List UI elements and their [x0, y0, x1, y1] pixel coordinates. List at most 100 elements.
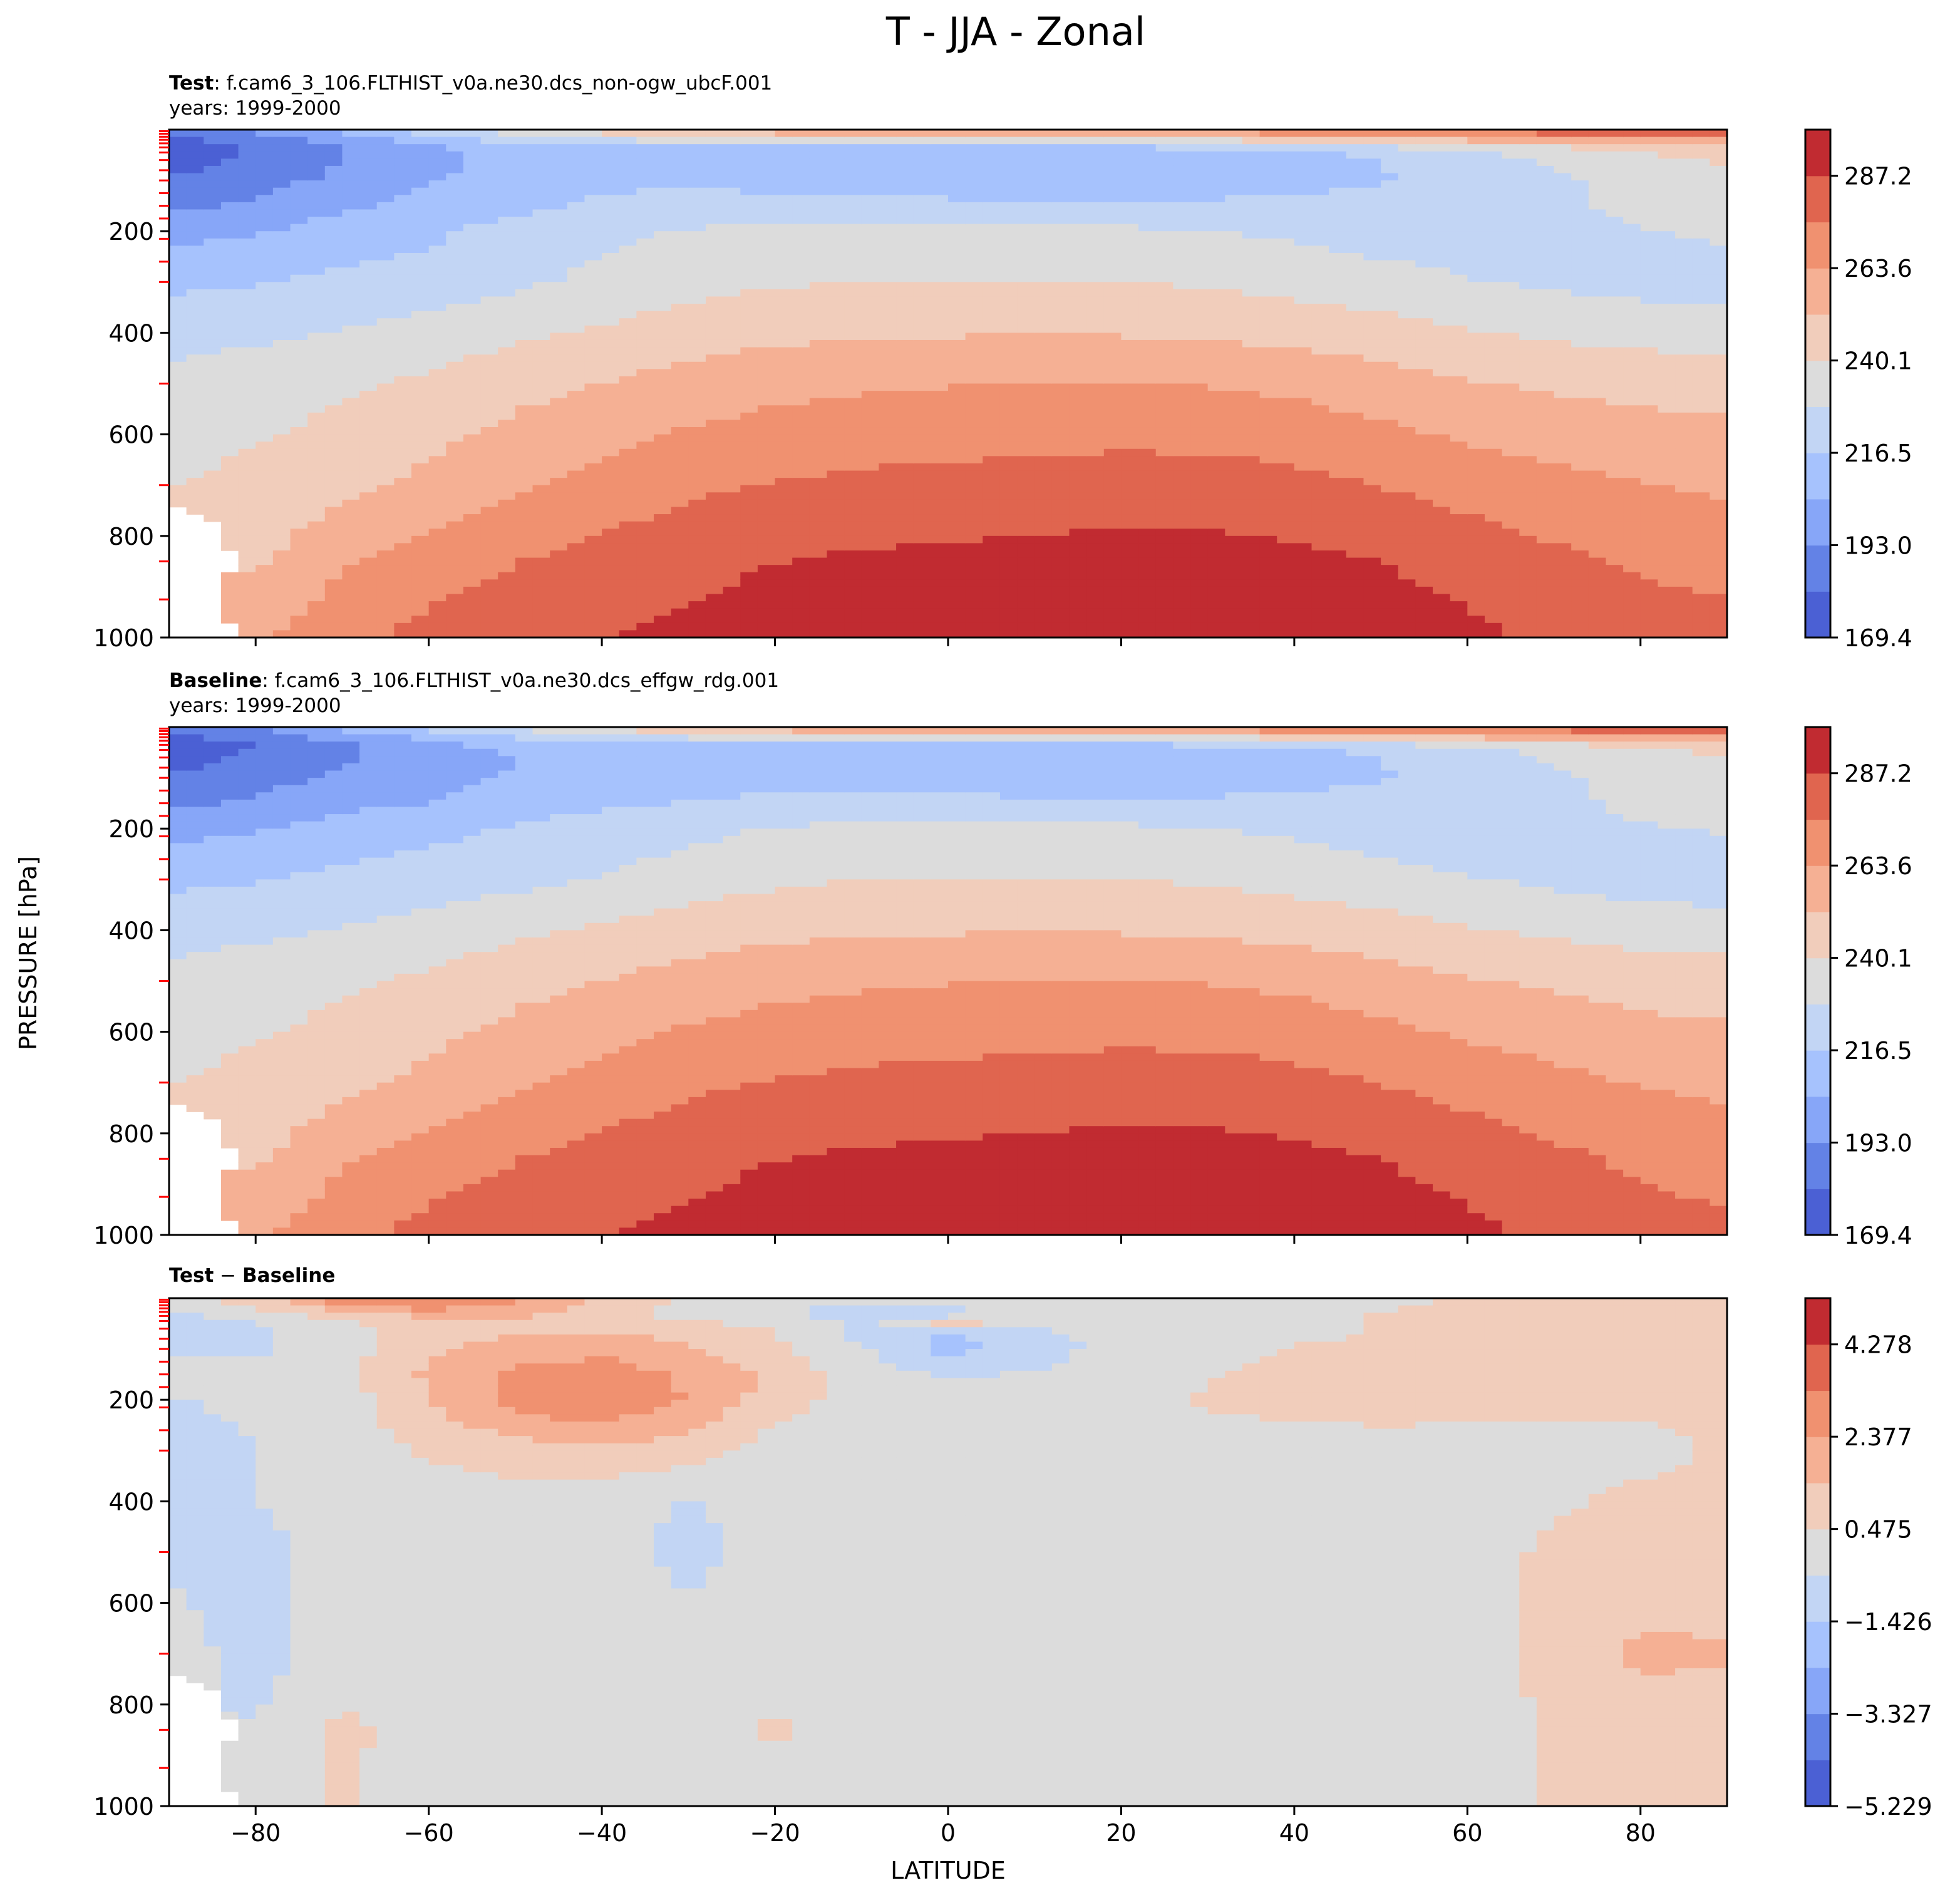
contour-cell [757, 311, 776, 319]
contour-cell [272, 441, 291, 450]
contour-cell [376, 616, 395, 624]
contour-cell [792, 224, 810, 232]
contour-cell [1311, 579, 1329, 587]
contour-cell [879, 304, 897, 312]
contour-cell [290, 217, 308, 225]
contour-cell [480, 478, 499, 486]
contour-cell [1155, 601, 1174, 609]
contour-cell [983, 412, 1001, 421]
contour-cell [1034, 608, 1053, 617]
contour-cell [896, 325, 914, 334]
contour-cell [654, 369, 672, 377]
contour-cell [688, 267, 706, 276]
contour-cell [515, 434, 534, 442]
contour-cell [1034, 173, 1053, 181]
contour-cell [1311, 325, 1329, 334]
contour-cell [1277, 499, 1295, 508]
contour-cell [671, 492, 689, 500]
contour-cell [428, 158, 447, 167]
contour-cell [654, 187, 672, 196]
contour-cell [1398, 361, 1416, 370]
contour-cell [550, 535, 568, 544]
contour-cell [307, 601, 326, 609]
contour-cell [1207, 274, 1226, 283]
contour-cell [290, 260, 308, 268]
contour-cell [879, 376, 897, 385]
contour-cell [999, 224, 1018, 232]
contour-cell [1294, 507, 1313, 515]
contour-cell [688, 492, 706, 500]
contour-cell [1363, 420, 1381, 428]
contour-cell [931, 209, 949, 217]
contour-cell [446, 311, 464, 319]
contour-cell [688, 311, 706, 319]
contour-cell [879, 543, 897, 551]
contour-cell [827, 412, 845, 421]
contour-cell [238, 383, 257, 391]
contour-cell [1277, 383, 1295, 391]
contour-cell [1155, 383, 1174, 391]
contour-cell [498, 289, 516, 297]
contour-cell [913, 304, 932, 312]
contour-cell [1329, 325, 1347, 334]
contour-cell [965, 130, 984, 138]
contour-cell [515, 492, 534, 500]
contour-cell [1017, 339, 1036, 348]
contour-cell [896, 165, 914, 174]
contour-cell [290, 383, 308, 391]
contour-cell [1034, 529, 1053, 537]
contour-cell [272, 347, 291, 355]
contour-cell [723, 144, 741, 152]
contour-cell [204, 260, 222, 268]
contour-cell [999, 405, 1018, 413]
contour-cell [1381, 195, 1399, 203]
contour-cell [186, 282, 205, 290]
contour-cell [1138, 354, 1157, 363]
contour-cell [307, 217, 326, 225]
contour-cell [324, 209, 343, 217]
contour-cell [515, 391, 534, 399]
contour-cell [394, 463, 412, 472]
contour-cell [913, 137, 932, 145]
contour-cell [428, 369, 447, 377]
contour-cell [204, 296, 222, 304]
contour-cell [1086, 333, 1105, 341]
contour-cell [705, 463, 724, 472]
contour-cell [1103, 333, 1122, 341]
contour-cell [1398, 535, 1416, 544]
contour-cell [532, 202, 550, 210]
contour-cell [931, 165, 949, 174]
contour-cell [376, 245, 395, 254]
contour-cell [1381, 470, 1399, 478]
contour-cell [792, 195, 810, 203]
contour-cell [636, 245, 654, 254]
contour-cell [290, 224, 308, 232]
contour-cell [757, 492, 776, 500]
contour-cell [723, 535, 741, 544]
contour-cell [290, 550, 308, 559]
contour-cell [359, 252, 378, 261]
contour-cell [220, 521, 239, 530]
contour-cell [671, 354, 689, 363]
contour-cell [1017, 180, 1036, 188]
contour-cell [740, 296, 758, 304]
contour-cell [220, 333, 239, 341]
contour-cell [654, 630, 672, 638]
contour-cell [844, 252, 862, 261]
contour-cell [931, 420, 949, 428]
contour-cell [1086, 616, 1105, 624]
contour-cell [1381, 274, 1399, 283]
contour-cell [1294, 195, 1313, 203]
contour-cell [1173, 630, 1191, 638]
contour-cell [827, 434, 845, 442]
contour-cell [272, 325, 291, 334]
contour-cell [1225, 354, 1243, 363]
contour-cell [446, 245, 464, 254]
contour-cell [428, 217, 447, 225]
contour-cell [1051, 361, 1070, 370]
contour-cell [792, 158, 810, 167]
contour-cell [602, 354, 620, 363]
contour-cell [983, 165, 1001, 174]
contour-cell [654, 543, 672, 551]
contour-cell [705, 470, 724, 478]
